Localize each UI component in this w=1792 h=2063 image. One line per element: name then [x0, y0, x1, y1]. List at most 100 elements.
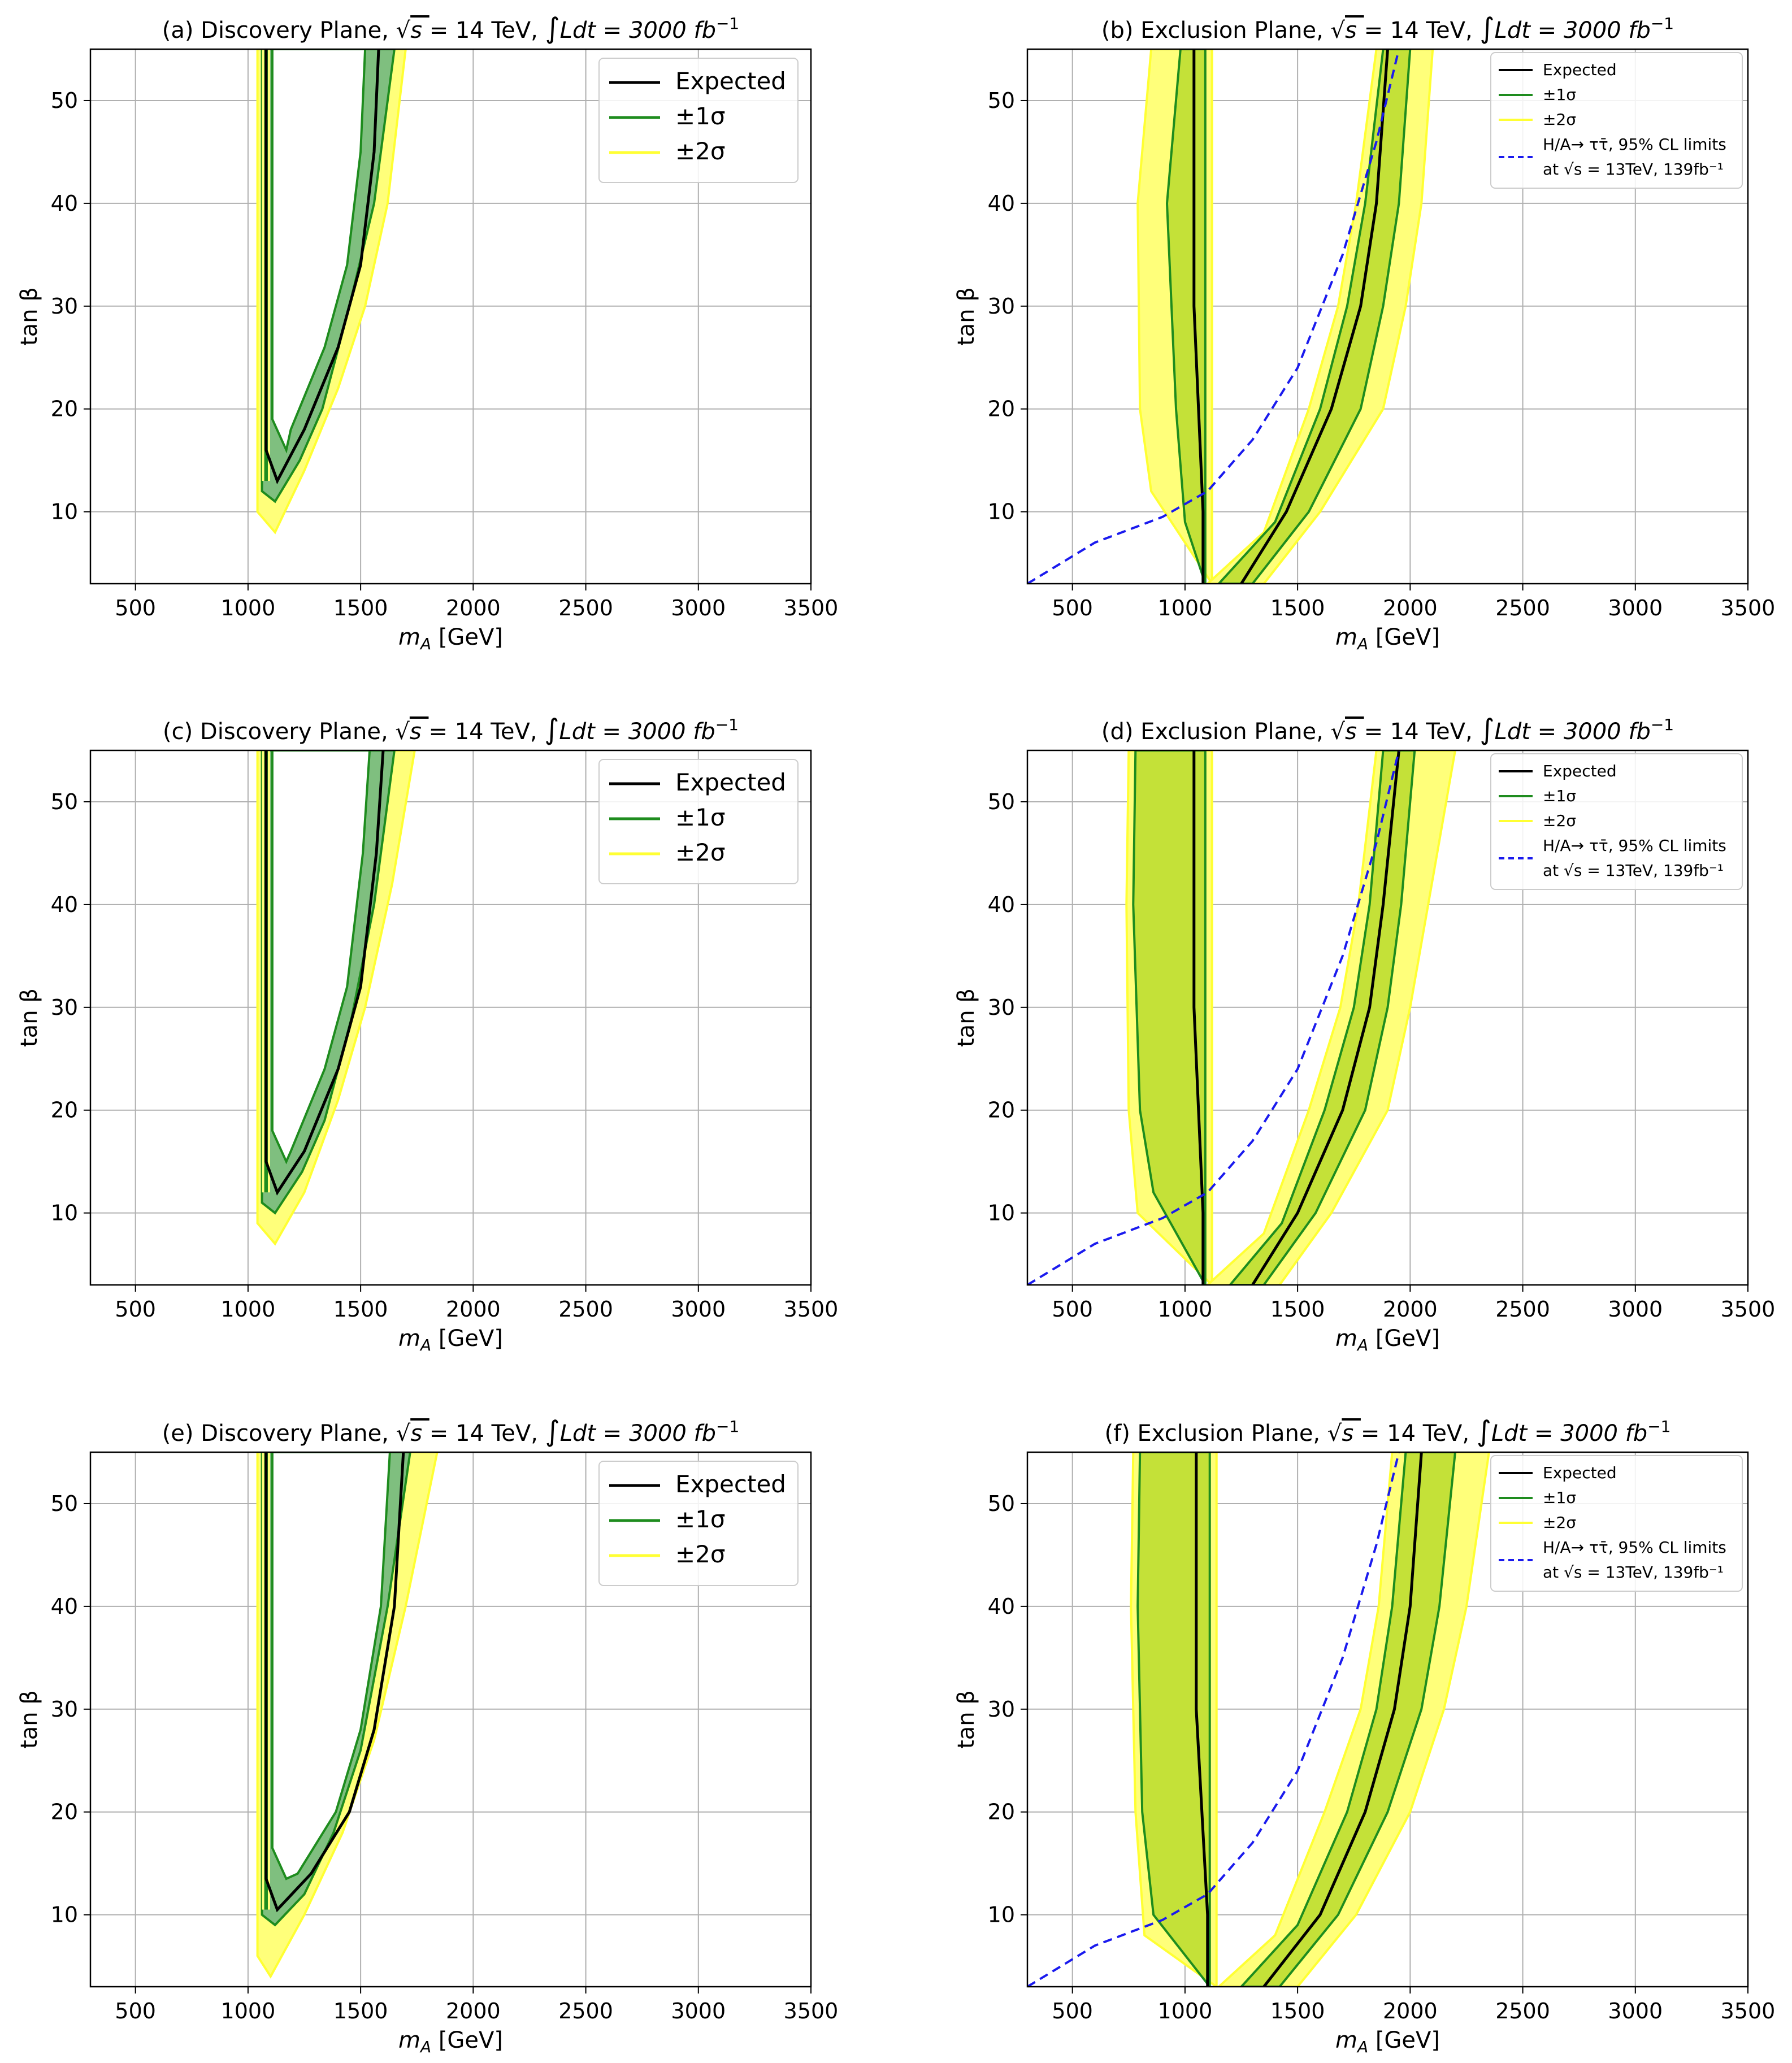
x-axis-unit: [GeV] — [1368, 1326, 1440, 1352]
legend-label-one_sigma: ±1σ — [1543, 787, 1576, 805]
title-s: s — [1342, 1421, 1361, 1447]
legend-box — [1490, 753, 1743, 890]
x-tick-label: 3500 — [784, 596, 839, 620]
legend-label-one_sigma: ±1σ — [1543, 85, 1576, 104]
x-axis-label: mA [GeV] — [398, 2027, 503, 2056]
title-exp: −1 — [716, 14, 739, 33]
y-tick-label: 10 — [988, 1903, 1015, 1927]
x-tick-label: 1000 — [1158, 1999, 1213, 2023]
title-unit: fb — [693, 719, 715, 745]
legend-label-one_sigma: ±1σ — [675, 804, 726, 831]
x-tick-label: 3500 — [1721, 1297, 1776, 1322]
title-s: s — [1345, 719, 1364, 745]
x-axis-unit: [GeV] — [431, 2027, 503, 2053]
limit-curve — [1027, 1452, 1400, 1987]
legend-label-expected: Expected — [675, 768, 786, 796]
y-tick-label: 30 — [51, 1697, 78, 1722]
left-one-sigma-band — [1136, 1452, 1211, 1987]
legend-label-two_sigma: ±2σ — [675, 137, 726, 165]
legend-label-one_sigma: ±1σ — [675, 1505, 726, 1533]
title-energy: = 14 TeV, — [1364, 18, 1480, 44]
x-tick-label: 3500 — [784, 1999, 839, 2023]
title-prefix: (c) Discovery Plane, — [163, 719, 395, 745]
y-tick-label: 40 — [988, 1594, 1015, 1619]
x-tick-label: 1500 — [1270, 596, 1325, 620]
x-axis-label: mA [GeV] — [1335, 1326, 1440, 1354]
x-axis-label: mA [GeV] — [398, 624, 503, 653]
legend: Expected ±1σ ±2σ — [598, 759, 799, 884]
x-tick-label: 500 — [115, 1297, 156, 1322]
title-lumi: Ldt = 3000 — [560, 18, 694, 44]
limit-curve — [1027, 49, 1400, 584]
title-energy: = 14 TeV, — [1364, 719, 1480, 745]
title-energy: = 14 TeV, — [429, 1421, 545, 1447]
inner-region — [271, 1452, 391, 1880]
integral-symbol: ∫ — [1479, 12, 1494, 45]
integral-symbol: ∫ — [1479, 713, 1494, 746]
expected-curve-left — [1192, 750, 1205, 1285]
y-tick-label: 30 — [988, 1697, 1015, 1722]
x-tick-label: 2500 — [1495, 1999, 1550, 2023]
x-axis-var: m — [1335, 1326, 1357, 1352]
title-prefix: (b) Exclusion Plane, — [1101, 18, 1331, 44]
title-unit: fb — [694, 1421, 716, 1447]
y-axis-label: tan β — [953, 1690, 979, 1749]
x-axis-unit: [GeV] — [431, 1326, 503, 1352]
contours — [1027, 1452, 1490, 1987]
x-tick-label: 1000 — [221, 1999, 276, 2023]
y-tick-label: 20 — [51, 397, 78, 422]
legend-label-expected: Expected — [1543, 762, 1617, 780]
sqrt-s-symbol: √ — [1327, 1421, 1342, 1447]
panel-a: 500 1000 1500 2000 2500 3000 3500 10 20 30 40 50 mA … — [16, 12, 838, 653]
x-tick-label: 500 — [1052, 596, 1093, 620]
x-tick-label: 1500 — [333, 596, 388, 620]
x-tick-label: 3000 — [1608, 1999, 1663, 2023]
integral-symbol: ∫ — [1477, 1415, 1491, 1448]
title-lumi: Ldt = 3000 — [560, 1421, 694, 1447]
x-tick-label: 1500 — [1270, 1297, 1325, 1322]
panel-d: 500 1000 1500 2000 2500 3000 3500 10 20 30 40 50 mA … — [953, 713, 1775, 1354]
legend-label-limit-1: H/A→ ττ̄, 95% CL limits — [1543, 1538, 1726, 1557]
limit-curve — [1027, 750, 1400, 1285]
legend-box — [1490, 52, 1743, 189]
title-prefix: (f) Exclusion Plane, — [1105, 1421, 1327, 1447]
title-s: s — [1345, 18, 1364, 44]
y-tick-label: 20 — [51, 1098, 78, 1123]
x-axis-var: m — [1335, 624, 1357, 650]
legend: Expected ±1σ ±2σ H/A→ ττ̄, 95% CL limits at … — [1490, 753, 1743, 890]
x-tick-label: 500 — [115, 596, 156, 620]
axes-frame — [89, 749, 812, 1286]
axes-frame — [89, 48, 812, 585]
x-tick-label: 2000 — [1383, 1297, 1438, 1322]
title-exp: −1 — [1651, 14, 1674, 33]
y-tick-label: 40 — [51, 1594, 78, 1619]
title-prefix: (d) Exclusion Plane, — [1101, 719, 1331, 745]
right-one-sigma-band — [1228, 750, 1416, 1285]
x-tick-label: 3000 — [671, 596, 726, 620]
expected-curve-right — [1251, 750, 1400, 1285]
expected-curve — [264, 1452, 405, 1913]
x-axis-var: m — [1335, 2027, 1357, 2053]
x-axis-var: m — [398, 2027, 420, 2053]
x-tick-label: 1500 — [1270, 1999, 1325, 2023]
y-axis-label: tan β — [16, 287, 42, 346]
y-tick-label: 10 — [51, 500, 78, 524]
x-tick-label: 3000 — [1608, 596, 1663, 620]
x-axis-unit: [GeV] — [431, 624, 503, 650]
x-axis-sub: A — [1356, 2038, 1368, 2056]
y-axis-label: tan β — [953, 988, 979, 1047]
sqrt-s-symbol: √ — [396, 18, 411, 44]
x-tick-label: 2500 — [558, 1999, 613, 2023]
x-axis-label: mA [GeV] — [1335, 2027, 1440, 2056]
x-tick-label: 3500 — [1721, 1999, 1776, 2023]
x-tick-label: 1500 — [333, 1297, 388, 1322]
x-axis-sub: A — [419, 1336, 431, 1354]
x-axis-label: mA [GeV] — [1335, 624, 1440, 653]
x-tick-label: 1500 — [333, 1999, 388, 2023]
panel-title: (f) Exclusion Plane, √s = 14 TeV, ∫Ldt =… — [1105, 1415, 1671, 1448]
y-tick-label: 20 — [988, 1098, 1015, 1123]
y-tick-label: 10 — [51, 1201, 78, 1226]
x-tick-label: 3000 — [671, 1999, 726, 2023]
title-lumi: Ldt = 3000 — [559, 719, 693, 745]
y-tick-label: 50 — [51, 789, 78, 814]
